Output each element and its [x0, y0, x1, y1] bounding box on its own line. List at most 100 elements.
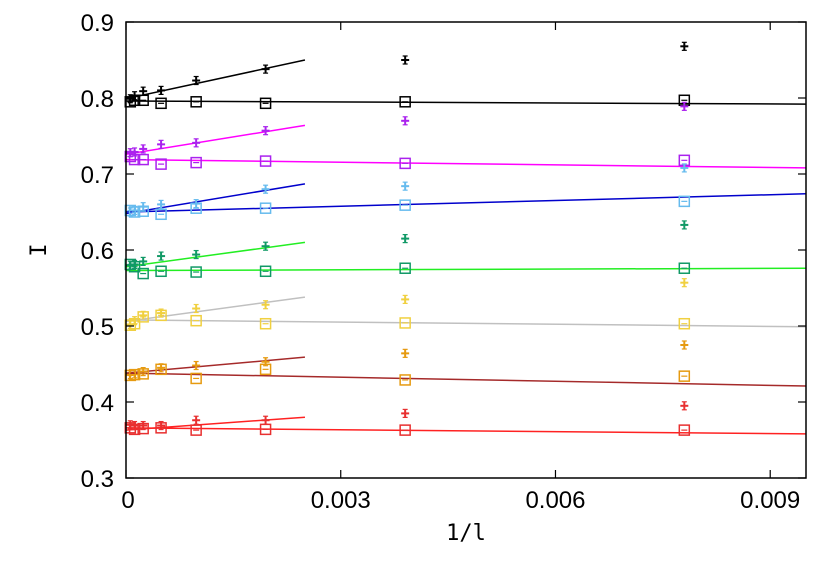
data-point-square: [678, 262, 691, 274]
data-point-plus: [139, 144, 148, 154]
data-point-plus: [401, 348, 410, 358]
x-tick-label: 0.009: [740, 487, 800, 514]
data-point-plus: [192, 249, 201, 260]
data-point-plus: [680, 163, 689, 173]
data-point-plus: [139, 367, 148, 377]
fit-line: [125, 100, 807, 105]
plot-frame: [125, 21, 807, 479]
data-point-plus: [261, 184, 270, 194]
series-9: [124, 309, 807, 331]
data-point-square: [399, 374, 411, 386]
series-10: [125, 340, 689, 380]
data-point-plus: [157, 139, 166, 149]
data-point-square: [137, 422, 149, 435]
data-point-square: [399, 96, 411, 108]
series-1: [124, 94, 807, 110]
data-point-plus: [261, 357, 270, 367]
x-tick-label: 0.003: [311, 487, 371, 514]
data-point-square: [155, 97, 167, 110]
x-axis-ticks: 0 0.003 0.006 0.009: [121, 22, 800, 514]
fit-line: [125, 427, 807, 435]
data-point-square: [137, 94, 149, 107]
fit-line: [125, 158, 807, 169]
data-point-square: [678, 317, 691, 330]
data-point-square: [155, 158, 167, 170]
data-point-square: [259, 363, 272, 376]
data-point-square: [259, 97, 272, 110]
data-point-square: [155, 309, 167, 322]
x-tick-label: 0: [121, 487, 134, 514]
data-point-plus: [680, 101, 689, 111]
data-point-plus: [680, 278, 689, 288]
data-point-square: [128, 260, 141, 273]
data-point-square: [190, 156, 202, 169]
x-tick-label: 0.006: [525, 487, 585, 514]
fit-line: [125, 241, 306, 268]
data-point-square: [155, 363, 167, 376]
data-point-plus: [261, 126, 270, 136]
data-point-square: [128, 206, 141, 218]
data-point-square: [259, 265, 272, 278]
series-11: [124, 363, 807, 387]
data-point-plus: [157, 199, 166, 209]
data-point-square: [137, 311, 149, 323]
series-6: [125, 220, 689, 270]
data-point-plus: [401, 234, 410, 244]
data-point-square: [128, 368, 141, 381]
series-5: [124, 193, 807, 221]
data-point-square: [259, 317, 272, 330]
data-point-square: [190, 202, 202, 214]
fit-line: [125, 319, 807, 328]
data-point-square: [399, 262, 411, 274]
data-point-plus: [157, 251, 166, 261]
data-point-square: [137, 153, 149, 166]
data-point-square: [128, 153, 141, 166]
data-point-plus: [192, 303, 201, 314]
fit-line: [125, 372, 807, 387]
data-point-square: [399, 157, 411, 170]
data-point-plus: [192, 360, 201, 371]
data-point-square: [399, 199, 411, 211]
y-tick-label: 0.3: [81, 466, 114, 493]
fit-line: [125, 193, 807, 213]
data-point-square: [190, 96, 202, 108]
data-point-square: [399, 424, 411, 436]
data-point-plus: [401, 116, 410, 126]
data-point-plus: [261, 64, 270, 74]
fit-line: [125, 124, 306, 155]
x-axis-label: 1/l: [446, 521, 486, 546]
data-point-square: [678, 195, 691, 208]
data-point-square: [678, 370, 691, 382]
data-point-plus: [401, 408, 410, 418]
data-point-plus: [192, 75, 201, 86]
series-13: [124, 422, 807, 436]
y-tick-label: 0.5: [81, 314, 114, 341]
fit-line: [125, 59, 306, 100]
data-point-plus: [401, 55, 410, 65]
series-7: [124, 258, 807, 280]
data-point-plus: [401, 181, 410, 191]
data-point-square: [155, 422, 167, 434]
fit-line: [125, 356, 306, 374]
data-point-square: [137, 205, 149, 217]
data-point-plus: [192, 138, 201, 148]
data-point-plus: [680, 401, 689, 411]
data-point-plus: [680, 220, 689, 230]
y-axis-ticks: 0.3 0.4 0.5 0.6 0.7 0.8 0.9: [81, 10, 806, 493]
series-0: [125, 41, 689, 104]
y-axis-label: I: [27, 243, 52, 256]
data-point-square: [399, 317, 411, 329]
y-tick-label: 0.4: [81, 390, 114, 417]
series-2: [125, 101, 689, 158]
data-point-square: [137, 267, 149, 280]
y-tick-label: 0.7: [81, 162, 114, 189]
y-tick-label: 0.9: [81, 10, 114, 37]
data-point-square: [190, 372, 202, 385]
fit-line: [125, 296, 306, 323]
data-point-square: [678, 424, 691, 436]
y-tick-label: 0.8: [81, 86, 114, 113]
fit-line: [125, 267, 807, 272]
data-point-plus: [680, 340, 689, 350]
data-point-square: [128, 423, 141, 436]
y-tick-label: 0.6: [81, 238, 114, 265]
